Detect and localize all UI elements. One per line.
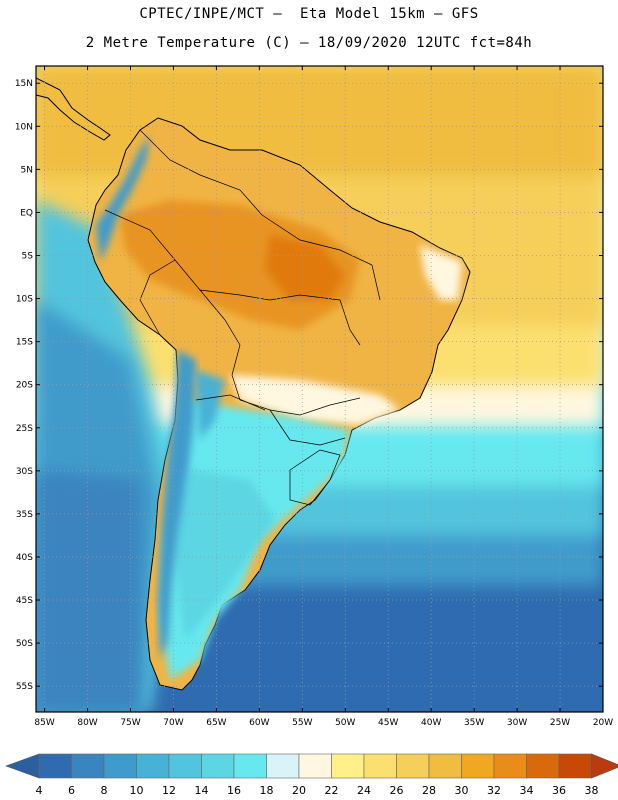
map-frame <box>35 65 604 713</box>
lon-tick-label: 50W <box>335 718 355 728</box>
colorbar: 4 6 8 10 12 14 16 18 20 22 24 26 28 30 32 34 36 38 <box>5 753 618 797</box>
lon-tick-label: 80W <box>77 718 97 728</box>
colorbar-label: 34 <box>520 784 534 797</box>
lon-tick-label: 75W <box>120 718 140 728</box>
colorbar-swatch <box>428 753 462 779</box>
colorbar-swatch <box>298 753 332 779</box>
colorbar-label: 14 <box>195 784 209 797</box>
colorbar-label: 24 <box>357 784 371 797</box>
lat-tick-label: 10S <box>16 295 33 305</box>
lat-tick-label: 10N <box>15 122 33 132</box>
colorbar-swatch <box>38 753 72 779</box>
colorbar-swatch <box>201 753 235 779</box>
colorbar-swatch <box>71 753 105 779</box>
lat-tick-label: 50S <box>16 639 33 649</box>
colorbar-swatch <box>493 753 527 779</box>
map-field <box>36 66 603 712</box>
graticule <box>36 66 604 712</box>
colorbar-swatch <box>233 753 267 779</box>
colorbar-label: 8 <box>101 784 108 797</box>
lat-tick-label: EQ <box>20 208 33 218</box>
lon-tick-label: 40W <box>421 718 441 728</box>
lat-tick-label: 25S <box>16 424 33 434</box>
lat-tick-label: 5S <box>22 251 34 261</box>
lat-tick-label: 40S <box>16 553 33 563</box>
lon-tick-label: 25W <box>550 718 570 728</box>
colorbar-label: 10 <box>130 784 144 797</box>
colorbar-label: 20 <box>292 784 306 797</box>
lon-tick-label: 35W <box>464 718 484 728</box>
colorbar-low-arrow <box>5 753 40 779</box>
map-title: CPTEC/INPE/MCT – Eta Model 15km – GFS <box>139 6 479 22</box>
longitude-labels: 85W 80W 75W 70W 65W 60W 55W 50W 45W 40W 35W 30W 25W 2… <box>34 718 613 728</box>
lat-tick-label: 35S <box>16 510 33 520</box>
lat-tick-label: 45S <box>16 596 33 606</box>
lon-tick-label: 55W <box>292 718 312 728</box>
lon-tick-label: 45W <box>378 718 398 728</box>
colorbar-swatch <box>461 753 495 779</box>
colorbar-swatch <box>266 753 300 779</box>
colorbar-swatch <box>136 753 170 779</box>
colorbar-label: 30 <box>455 784 469 797</box>
colorbar-label: 18 <box>260 784 274 797</box>
colorbar-swatch <box>558 753 592 779</box>
latitude-labels: 15N 10N 5N EQ 5S 10S 15S 20S 25S 30S 35S 40S 45S 50S 5… <box>15 79 33 692</box>
lat-tick-label: 15S <box>16 338 33 348</box>
colorbar-label: 28 <box>422 784 436 797</box>
colorbar-high-arrow <box>591 753 618 779</box>
colorbar-label: 36 <box>552 784 566 797</box>
lon-tick-label: 70W <box>163 718 183 728</box>
colorbar-label: 12 <box>162 784 176 797</box>
colorbar-swatch <box>331 753 365 779</box>
colorbar-label: 4 <box>36 784 43 797</box>
colorbar-label: 22 <box>325 784 339 797</box>
colorbar-label: 26 <box>390 784 404 797</box>
map-subtitle: 2 Metre Temperature (C) – 18/09/2020 12U… <box>85 35 533 51</box>
lon-tick-label: 30W <box>507 718 527 728</box>
colorbar-swatch <box>363 753 397 779</box>
colorbar-swatch <box>103 753 137 779</box>
lat-tick-label: 30S <box>16 467 33 477</box>
lat-tick-label: 20S <box>16 381 33 391</box>
colorbar-label: 16 <box>227 784 241 797</box>
lat-tick-label: 5N <box>21 165 33 175</box>
colorbar-swatch <box>396 753 430 779</box>
lon-tick-label: 20W <box>593 718 613 728</box>
colorbar-swatch <box>168 753 202 779</box>
lat-tick-label: 55S <box>16 682 33 692</box>
lon-tick-label: 60W <box>249 718 269 728</box>
lon-tick-label: 65W <box>206 718 226 728</box>
colorbar-label: 6 <box>68 784 75 797</box>
lat-tick-label: 15N <box>15 79 33 89</box>
lon-tick-label: 85W <box>34 718 54 728</box>
colorbar-label: 38 <box>585 784 599 797</box>
colorbar-label: 32 <box>487 784 501 797</box>
colorbar-swatch <box>526 753 560 779</box>
